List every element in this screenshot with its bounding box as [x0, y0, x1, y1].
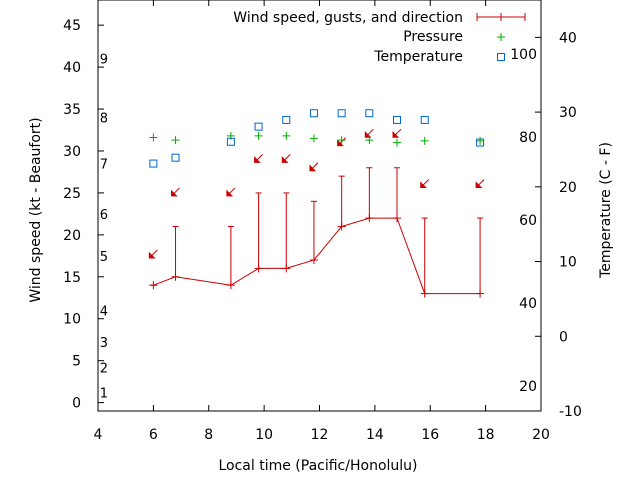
- x-tick-label: 16: [421, 427, 439, 443]
- temperature-point: [282, 115, 291, 124]
- y-left-tick-label: 10: [63, 312, 81, 328]
- y-axis-label-left: Wind speed (kt - Beaufort): [28, 117, 44, 302]
- y-left-tick-label: 35: [63, 102, 81, 118]
- wind-direction-arrowhead: [148, 251, 156, 259]
- x-tick-label: 8: [204, 427, 213, 443]
- temp-f-label: 60: [519, 213, 537, 229]
- temperature-point: [309, 109, 318, 118]
- legend: Wind speed, gusts, and direction Pressur…: [233, 10, 526, 65]
- wind-direction-arrowhead: [337, 139, 344, 147]
- plot-frame: [97, 0, 542, 412]
- y-left-tick-label: 20: [63, 228, 81, 244]
- y-left-tick-label: 45: [63, 18, 81, 34]
- pressure-point: [309, 134, 318, 143]
- pressure-point: [282, 131, 291, 140]
- temperature-point: [393, 115, 402, 124]
- y-left-tick-label: 15: [63, 270, 81, 286]
- legend-swatch-temperature: [497, 53, 505, 61]
- beaufort-label: 1: [100, 387, 108, 402]
- x-tick-label: 12: [311, 427, 329, 443]
- temp-c-tick-label: 40: [559, 30, 577, 46]
- pressure-point: [365, 136, 374, 145]
- temperature-point: [476, 138, 485, 147]
- temperature-point: [420, 115, 429, 124]
- temp-f-label: 80: [519, 130, 537, 146]
- y-axis-label-right: Temperature (C - F): [598, 142, 614, 279]
- temp-f-label: 100: [510, 47, 537, 63]
- temperature-point: [149, 159, 158, 168]
- legend-entry-temperature: Temperature: [373, 49, 505, 65]
- wind-direction-arrowhead: [281, 156, 289, 163]
- legend-label-wind: Wind speed, gusts, and direction: [233, 10, 463, 26]
- ticks-layer: 4 6 8 10 12 14 16 18 200510152025303540451234567…: [63, 0, 582, 443]
- legend-label-temperature: Temperature: [373, 49, 463, 65]
- legend-entry-wind: Wind speed, gusts, and direction: [233, 10, 526, 26]
- wind-direction-arrowhead: [254, 156, 261, 163]
- x-tick-label: 14: [366, 427, 384, 443]
- legend-entry-pressure: Pressure: [403, 29, 505, 45]
- pressure-point: [171, 136, 180, 145]
- series-layer: [148, 109, 485, 298]
- wind-direction-arrowhead: [420, 181, 427, 189]
- wind-direction-arrowhead: [475, 181, 483, 189]
- temp-f-label: 40: [519, 296, 537, 312]
- x-tick-label: 10: [255, 427, 273, 443]
- beaufort-label: 3: [100, 336, 108, 351]
- beaufort-label: 9: [100, 53, 108, 68]
- temp-c-tick-label: 20: [559, 180, 577, 196]
- x-tick-label: 4: [94, 427, 103, 443]
- wind-direction-arrowhead: [226, 189, 234, 197]
- x-tick-label: 18: [477, 427, 495, 443]
- y-left-tick-label: 0: [72, 396, 81, 412]
- legend-label-pressure: Pressure: [403, 29, 463, 45]
- temperature-point: [171, 153, 180, 162]
- wind-direction-arrowhead: [309, 164, 317, 172]
- beaufort-label: 5: [100, 250, 108, 265]
- wind-direction-arrowhead: [364, 130, 372, 138]
- beaufort-label: 8: [100, 111, 108, 126]
- y-left-tick-label: 5: [72, 354, 81, 370]
- temp-f-label: 20: [519, 379, 537, 395]
- temp-c-tick-label: 30: [559, 105, 577, 121]
- temp-c-tick-label: 10: [559, 255, 577, 271]
- pressure-point: [337, 136, 346, 145]
- pressure-point: [393, 138, 402, 147]
- beaufort-label: 7: [100, 158, 108, 173]
- pressure-point: [476, 136, 485, 145]
- beaufort-label: 6: [100, 208, 108, 223]
- temperature-point: [226, 137, 235, 146]
- beaufort-label: 4: [100, 304, 108, 319]
- temp-c-tick-label: -10: [559, 404, 582, 420]
- y-left-tick-label: 40: [63, 60, 81, 76]
- x-tick-label: 6: [149, 427, 158, 443]
- pressure-point: [420, 136, 429, 145]
- y-left-tick-label: 25: [63, 186, 81, 202]
- temperature-point: [365, 109, 374, 118]
- wind-direction-arrowhead: [392, 130, 400, 138]
- x-axis-label: Local time (Pacific/Honolulu): [218, 458, 417, 474]
- temperature-point: [254, 122, 263, 131]
- temperature-point: [337, 109, 346, 118]
- pressure-point: [254, 131, 263, 140]
- y-left-tick-label: 30: [63, 144, 81, 160]
- beaufort-label: 2: [100, 361, 108, 376]
- x-tick-label: 20: [532, 427, 550, 443]
- wind-direction-arrowhead: [171, 189, 178, 197]
- wind-speed-line: [153, 217, 481, 295]
- legend-swatch-pressure: [497, 33, 505, 41]
- temp-c-tick-label: 0: [559, 329, 568, 345]
- pressure-point: [149, 133, 158, 142]
